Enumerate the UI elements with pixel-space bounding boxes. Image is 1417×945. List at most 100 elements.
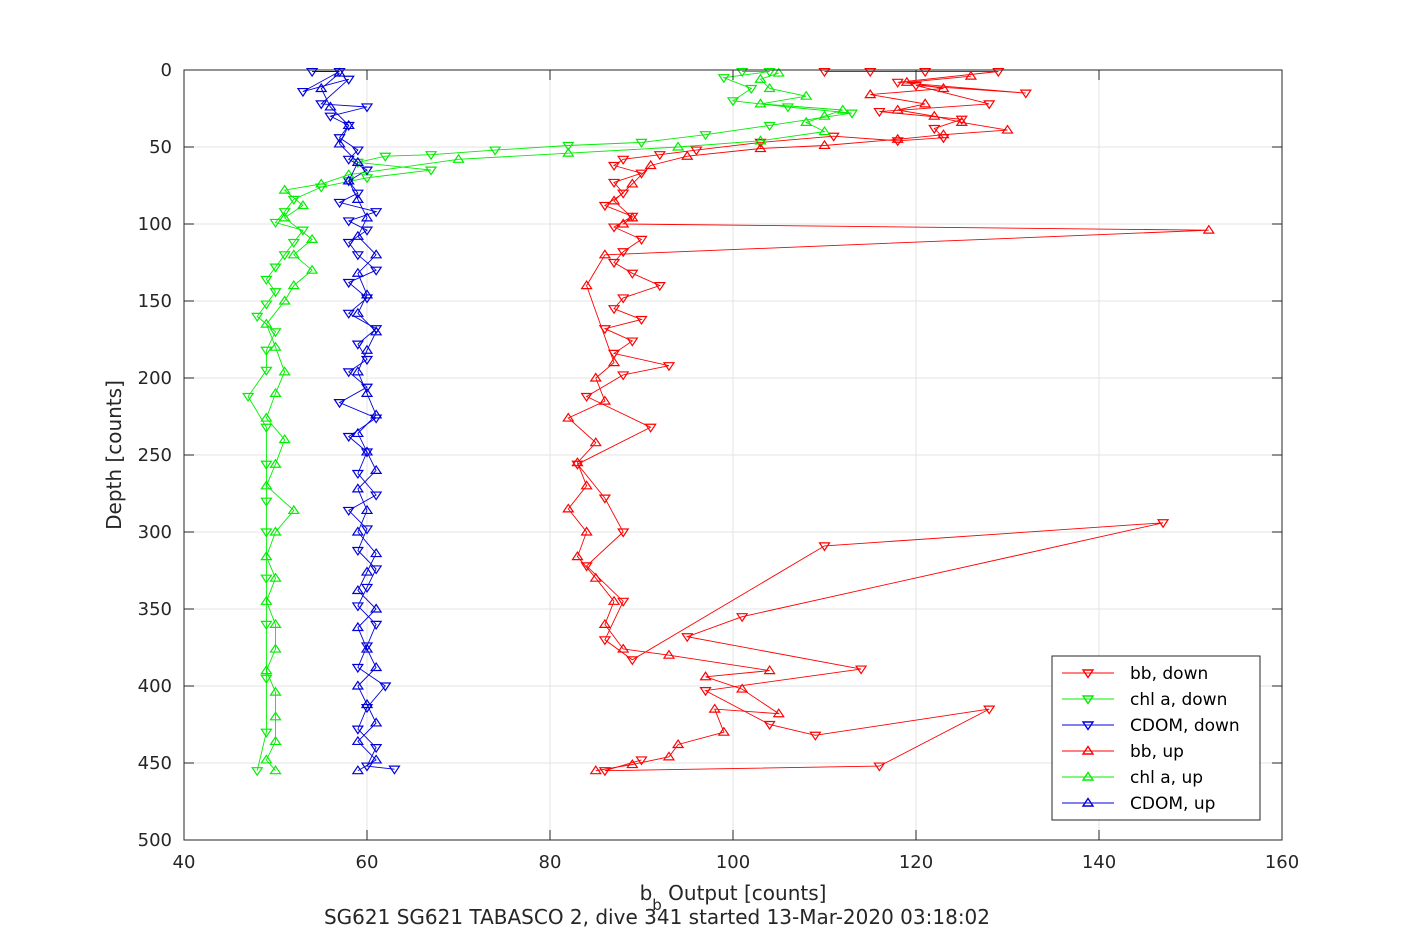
data-point xyxy=(607,357,621,367)
data-point xyxy=(351,602,364,612)
data-point xyxy=(351,156,364,166)
data-point xyxy=(269,387,282,397)
data-point xyxy=(260,412,273,422)
data-point xyxy=(342,121,355,132)
data-point xyxy=(260,460,273,470)
data-point xyxy=(635,169,648,179)
data-point xyxy=(360,226,374,236)
data-point xyxy=(571,460,584,470)
data-point xyxy=(562,141,575,152)
data-point xyxy=(342,217,355,227)
data-point xyxy=(598,201,612,212)
y-tick-label: 150 xyxy=(138,291,172,312)
y-tick-label: 350 xyxy=(138,599,172,620)
data-point xyxy=(754,73,767,83)
x-tick-label: 60 xyxy=(356,852,379,873)
data-point xyxy=(580,392,593,403)
x-tick-label: 140 xyxy=(1082,852,1116,873)
series-bb-down xyxy=(571,67,1170,777)
data-point xyxy=(269,526,282,536)
data-point xyxy=(287,238,300,249)
data-point xyxy=(351,340,364,350)
data-point xyxy=(333,399,346,409)
data-point xyxy=(251,312,264,322)
chart-caption: SG621 SG621 TABASCO 2, dive 341 started … xyxy=(324,905,990,929)
legend-label: chl a, down xyxy=(1130,690,1227,710)
data-point xyxy=(370,620,383,630)
data-point xyxy=(360,344,374,354)
x-tick-label: 120 xyxy=(899,852,933,873)
data-point xyxy=(845,109,859,119)
y-tick-label: 450 xyxy=(138,753,172,774)
data-point xyxy=(617,528,630,538)
data-point xyxy=(287,249,300,259)
x-tick-label: 40 xyxy=(173,852,196,873)
data-point xyxy=(763,67,776,78)
data-point xyxy=(260,528,273,538)
data-point xyxy=(909,81,923,91)
data-point xyxy=(681,633,694,643)
data-point xyxy=(607,178,621,189)
data-point xyxy=(928,124,941,135)
data-point xyxy=(424,151,438,161)
data-point xyxy=(781,103,795,113)
data-point xyxy=(333,138,346,148)
data-point xyxy=(260,497,273,507)
data-point xyxy=(452,153,465,163)
data-point xyxy=(379,682,392,692)
x-axis-label-main: b xyxy=(640,881,653,905)
legend-marker xyxy=(1081,695,1095,705)
data-point xyxy=(342,75,355,85)
data-point xyxy=(269,263,282,273)
y-tick-label: 0 xyxy=(161,60,172,81)
data-point xyxy=(260,595,273,605)
data-point xyxy=(296,87,310,98)
data-point xyxy=(260,300,273,310)
data-point xyxy=(370,547,383,558)
data-point xyxy=(891,137,904,147)
data-point xyxy=(571,551,584,561)
data-point xyxy=(955,116,968,126)
data-point xyxy=(333,67,346,77)
data-point xyxy=(342,155,355,165)
data-point xyxy=(351,427,364,438)
data-point xyxy=(278,251,291,261)
data-point xyxy=(260,665,273,675)
data-point xyxy=(580,526,593,536)
data-point xyxy=(580,562,593,572)
data-point xyxy=(598,636,612,646)
x-tick-label: 80 xyxy=(539,852,562,873)
data-point xyxy=(287,280,300,290)
data-point xyxy=(580,480,593,490)
data-point xyxy=(360,446,374,456)
data-point xyxy=(1019,89,1032,99)
data-point xyxy=(836,104,849,114)
series-line xyxy=(265,72,843,771)
data-point xyxy=(589,437,602,447)
series-cdom-down xyxy=(296,67,401,775)
data-point xyxy=(964,70,978,80)
legend-label: bb, down xyxy=(1130,664,1208,684)
data-point xyxy=(360,642,374,652)
data-point xyxy=(269,643,282,653)
data-point xyxy=(370,754,383,764)
data-point xyxy=(360,566,374,576)
data-point xyxy=(607,305,621,315)
data-point xyxy=(287,504,300,515)
data-point xyxy=(818,110,831,120)
data-point xyxy=(342,506,355,517)
data-point xyxy=(370,266,383,276)
x-tick-label: 100 xyxy=(716,852,750,873)
data-point xyxy=(717,726,730,736)
data-point xyxy=(269,458,282,468)
data-point xyxy=(864,67,877,78)
data-point xyxy=(607,161,621,172)
series-line xyxy=(247,71,852,771)
data-point xyxy=(717,74,730,84)
data-point xyxy=(360,387,374,397)
data-point xyxy=(260,366,273,376)
data-point xyxy=(736,67,749,78)
data-point xyxy=(607,595,621,605)
data-point xyxy=(370,326,383,336)
